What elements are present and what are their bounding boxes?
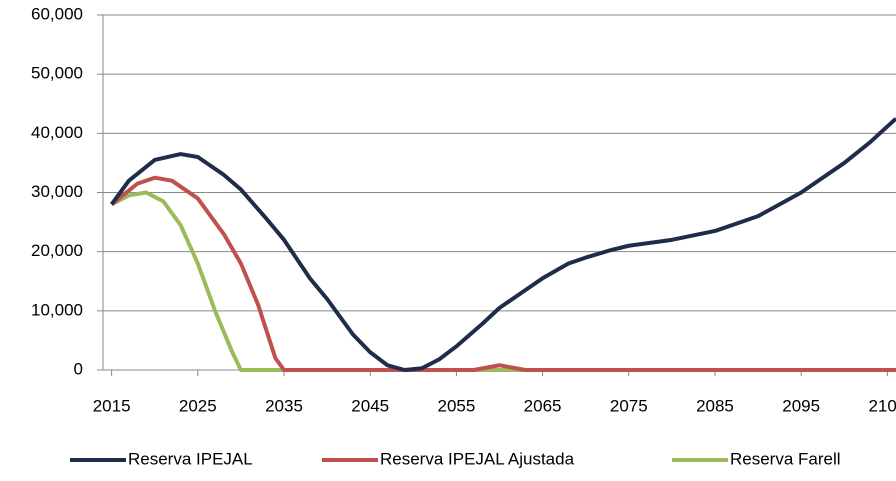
legend-label: Reserva IPEJAL [128, 449, 253, 468]
x-tick-label: 2015 [93, 396, 131, 415]
y-tick-label: 30,000 [31, 182, 83, 201]
legend-label: Reserva IPEJAL Ajustada [380, 449, 575, 468]
legend-label: Reserva Farell [730, 449, 841, 468]
series-line [110, 175, 896, 372]
x-tick-label: 2065 [524, 396, 562, 415]
x-tick-label: 2055 [437, 396, 475, 415]
y-tick-label: 0 [74, 359, 83, 378]
y-tick-label: 40,000 [31, 123, 83, 142]
y-tick-label: 10,000 [31, 300, 83, 319]
x-tick-label: 2105 [868, 396, 896, 415]
x-tick-label: 2025 [179, 396, 217, 415]
x-tick-label: 2045 [351, 396, 389, 415]
x-tick-label: 2035 [265, 396, 303, 415]
x-tick-label: 2075 [610, 396, 648, 415]
y-tick-label: 60,000 [31, 4, 83, 23]
y-tick-label: 50,000 [31, 64, 83, 83]
y-tick-label: 20,000 [31, 241, 83, 260]
x-tick-label: 2095 [782, 396, 820, 415]
series-line [110, 190, 896, 372]
x-tick-label: 2085 [696, 396, 734, 415]
series-line [110, 117, 896, 372]
